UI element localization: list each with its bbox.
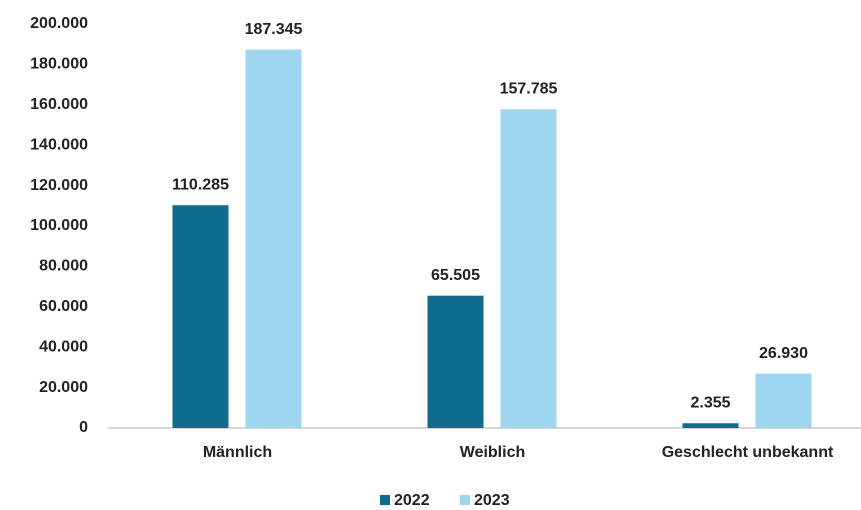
x-tick-label: Männlich (203, 444, 272, 461)
value-label: 2.355 (690, 394, 730, 411)
y-tick-label: 80.000 (39, 258, 88, 275)
y-tick-label: 60.000 (39, 298, 88, 315)
legend-label: 2022 (394, 492, 430, 509)
legend-label: 2023 (474, 492, 510, 509)
y-tick-label: 20.000 (39, 379, 88, 396)
value-label: 26.930 (759, 345, 808, 362)
legend-swatch (460, 495, 470, 505)
bar (172, 205, 229, 428)
bar (682, 423, 739, 428)
value-label: 65.505 (431, 267, 480, 284)
x-tick-label: Geschlecht unbekannt (662, 444, 834, 461)
x-tick-label: Weiblich (460, 444, 526, 461)
y-tick-label: 100.000 (30, 217, 88, 234)
value-label: 187.345 (245, 21, 303, 38)
y-tick-label: 180.000 (30, 56, 88, 73)
bar (500, 109, 557, 429)
value-label: 110.285 (172, 176, 229, 193)
y-tick-label: 40.000 (39, 338, 88, 355)
y-tick-label: 160.000 (30, 96, 88, 113)
bar (245, 49, 302, 428)
value-label: 157.785 (500, 80, 558, 97)
y-tick-label: 0 (79, 419, 88, 436)
y-tick-label: 140.000 (30, 136, 88, 153)
y-tick-label: 120.000 (30, 177, 88, 194)
bar (755, 373, 812, 428)
legend-swatch (380, 495, 390, 505)
y-tick-label: 200.000 (30, 15, 88, 32)
bar (427, 295, 484, 428)
